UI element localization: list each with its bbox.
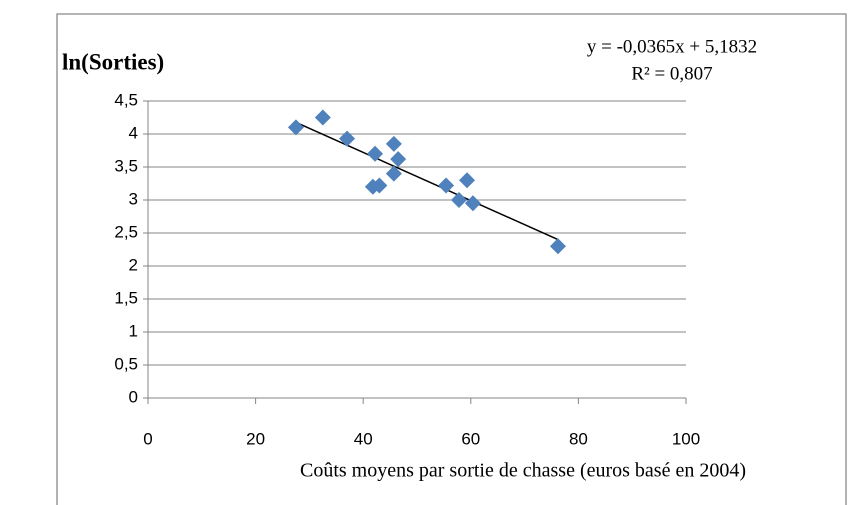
point	[371, 177, 388, 194]
y-tick-label: 0	[129, 387, 138, 406]
r-squared: R² = 0,807	[631, 63, 712, 84]
x-tick-label: 100	[672, 429, 700, 448]
y-tick-label: 4,5	[114, 90, 138, 109]
point	[385, 165, 402, 182]
point	[450, 192, 467, 208]
x-tick-label: 20	[246, 429, 265, 448]
y-tick-label: 3	[129, 189, 138, 208]
y-tick-label: 2	[129, 255, 138, 274]
point	[438, 177, 455, 194]
point	[385, 135, 402, 152]
x-axis-label: Coûts moyens par sortie de chasse (euros…	[300, 460, 746, 482]
trendline	[295, 121, 559, 241]
point	[390, 151, 407, 168]
point	[287, 119, 304, 136]
point	[314, 109, 331, 126]
y-tick-label: 4	[129, 123, 138, 142]
point	[464, 195, 481, 212]
x-tick-label: 60	[461, 429, 480, 448]
point	[549, 238, 566, 255]
x-tick-label: 40	[354, 429, 373, 448]
chart-title: ln(Sorties)	[62, 49, 164, 74]
equation: y = -0,0365x + 5,1832	[587, 36, 757, 57]
y-tick-label: 3,5	[114, 156, 138, 175]
y-tick-label: 2,5	[114, 222, 138, 241]
y-tick-label: 1	[129, 321, 138, 340]
chart-frame	[56, 13, 847, 505]
point	[367, 145, 384, 162]
y-tick-label: 0,5	[114, 354, 138, 373]
x-tick-label: 80	[569, 429, 588, 448]
point	[339, 130, 356, 147]
x-tick-label: 0	[143, 429, 152, 448]
y-tick-label: 1,5	[114, 288, 138, 307]
point	[459, 172, 476, 189]
